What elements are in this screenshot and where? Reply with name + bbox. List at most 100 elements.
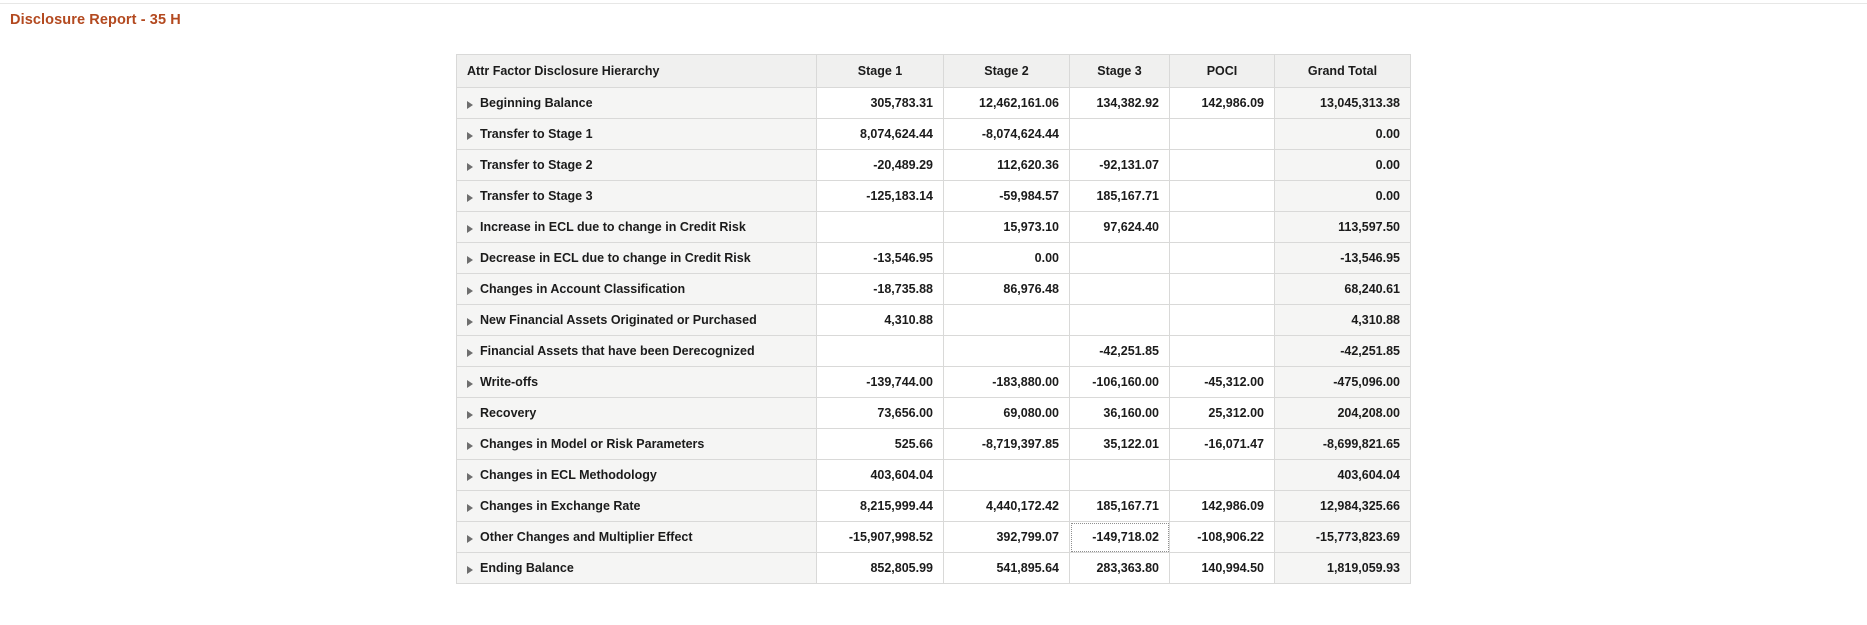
value-cell[interactable]	[1169, 118, 1275, 150]
value-cell[interactable]: 204,208.00	[1274, 397, 1411, 429]
value-cell[interactable]: 15,973.10	[943, 211, 1070, 243]
value-cell[interactable]: 185,167.71	[1069, 180, 1170, 212]
value-cell[interactable]	[943, 304, 1070, 336]
value-cell[interactable]	[1169, 335, 1275, 367]
value-cell[interactable]: -13,546.95	[816, 242, 944, 274]
expand-triangle-right-icon[interactable]	[467, 410, 473, 419]
row-label-cell: Other Changes and Multiplier Effect	[456, 521, 817, 553]
value-cell[interactable]: 112,620.36	[943, 149, 1070, 181]
value-cell[interactable]: -42,251.85	[1274, 335, 1411, 367]
value-cell[interactable]: 86,976.48	[943, 273, 1070, 305]
value-cell[interactable]: 4,310.88	[1274, 304, 1411, 336]
value-cell[interactable]: 134,382.92	[1069, 87, 1170, 119]
value-cell[interactable]	[1069, 242, 1170, 274]
value-cell[interactable]: 392,799.07	[943, 521, 1070, 553]
value-cell[interactable]: 1,819,059.93	[1274, 552, 1411, 584]
value-cell[interactable]: -108,906.22	[1169, 521, 1275, 553]
value-cell[interactable]: 36,160.00	[1069, 397, 1170, 429]
value-cell[interactable]: 541,895.64	[943, 552, 1070, 584]
value-cell[interactable]: 113,597.50	[1274, 211, 1411, 243]
value-cell[interactable]	[816, 211, 944, 243]
value-cell[interactable]: 142,986.09	[1169, 490, 1275, 522]
expand-triangle-right-icon[interactable]	[467, 224, 473, 233]
value-cell[interactable]: -15,907,998.52	[816, 521, 944, 553]
value-cell[interactable]: -20,489.29	[816, 149, 944, 181]
expand-triangle-right-icon[interactable]	[467, 441, 473, 450]
value-cell[interactable]: 0.00	[1274, 180, 1411, 212]
value-cell[interactable]: -18,735.88	[816, 273, 944, 305]
row-label: Increase in ECL due to change in Credit …	[480, 219, 746, 234]
value-cell[interactable]	[1169, 459, 1275, 491]
value-cell[interactable]: 305,783.31	[816, 87, 944, 119]
value-cell[interactable]: -125,183.14	[816, 180, 944, 212]
value-cell[interactable]: -106,160.00	[1069, 366, 1170, 398]
expand-triangle-right-icon[interactable]	[467, 255, 473, 264]
value-cell[interactable]: 525.66	[816, 428, 944, 460]
value-cell[interactable]: -8,074,624.44	[943, 118, 1070, 150]
value-cell[interactable]: 140,994.50	[1169, 552, 1275, 584]
expand-triangle-right-icon[interactable]	[467, 503, 473, 512]
value-cell[interactable]: -475,096.00	[1274, 366, 1411, 398]
value-cell[interactable]: 0.00	[943, 242, 1070, 274]
value-cell[interactable]: 73,656.00	[816, 397, 944, 429]
value-cell[interactable]	[943, 335, 1070, 367]
expand-triangle-right-icon[interactable]	[467, 565, 473, 574]
row-label-cell: Financial Assets that have been Derecogn…	[456, 335, 817, 367]
value-cell[interactable]: -16,071.47	[1169, 428, 1275, 460]
value-cell[interactable]: 35,122.01	[1069, 428, 1170, 460]
expand-triangle-right-icon[interactable]	[467, 534, 473, 543]
value-cell[interactable]	[1169, 273, 1275, 305]
expand-triangle-right-icon[interactable]	[467, 348, 473, 357]
expand-triangle-right-icon[interactable]	[467, 131, 473, 140]
value-cell[interactable]: 68,240.61	[1274, 273, 1411, 305]
value-cell[interactable]: 403,604.04	[816, 459, 944, 491]
value-cell[interactable]: 69,080.00	[943, 397, 1070, 429]
value-cell[interactable]: 283,363.80	[1069, 552, 1170, 584]
value-cell[interactable]	[1169, 304, 1275, 336]
table-row: Ending Balance 852,805.99 541,895.64 283,36…	[456, 552, 1411, 584]
value-cell[interactable]: -15,773,823.69	[1274, 521, 1411, 553]
value-cell[interactable]	[943, 459, 1070, 491]
value-cell[interactable]: 97,624.40	[1069, 211, 1170, 243]
value-cell[interactable]	[1169, 180, 1275, 212]
value-cell[interactable]: 852,805.99	[816, 552, 944, 584]
expand-triangle-right-icon[interactable]	[467, 286, 473, 295]
expand-triangle-right-icon[interactable]	[467, 193, 473, 202]
value-cell[interactable]: -45,312.00	[1169, 366, 1275, 398]
value-cell[interactable]: -8,719,397.85	[943, 428, 1070, 460]
value-cell[interactable]: 0.00	[1274, 149, 1411, 181]
value-cell[interactable]: -183,880.00	[943, 366, 1070, 398]
value-cell[interactable]: 12,462,161.06	[943, 87, 1070, 119]
value-cell[interactable]: 142,986.09	[1169, 87, 1275, 119]
expand-triangle-right-icon[interactable]	[467, 162, 473, 171]
value-cell[interactable]: -149,718.02	[1069, 521, 1170, 553]
value-cell[interactable]: 8,215,999.44	[816, 490, 944, 522]
value-cell[interactable]: -92,131.07	[1069, 149, 1170, 181]
value-cell[interactable]: 8,074,624.44	[816, 118, 944, 150]
value-cell[interactable]: 25,312.00	[1169, 397, 1275, 429]
value-cell[interactable]: 4,440,172.42	[943, 490, 1070, 522]
value-cell[interactable]	[1169, 242, 1275, 274]
value-cell[interactable]: 403,604.04	[1274, 459, 1411, 491]
value-cell[interactable]: 185,167.71	[1069, 490, 1170, 522]
value-cell[interactable]	[816, 335, 944, 367]
value-cell[interactable]	[1169, 211, 1275, 243]
expand-triangle-right-icon[interactable]	[467, 317, 473, 326]
value-cell[interactable]	[1069, 304, 1170, 336]
value-cell[interactable]: 13,045,313.38	[1274, 87, 1411, 119]
value-cell[interactable]: 12,984,325.66	[1274, 490, 1411, 522]
value-cell[interactable]	[1069, 118, 1170, 150]
value-cell[interactable]	[1069, 459, 1170, 491]
value-cell[interactable]: 0.00	[1274, 118, 1411, 150]
value-cell[interactable]: 4,310.88	[816, 304, 944, 336]
value-cell[interactable]: -8,699,821.65	[1274, 428, 1411, 460]
value-cell[interactable]: -139,744.00	[816, 366, 944, 398]
value-cell[interactable]: -59,984.57	[943, 180, 1070, 212]
value-cell[interactable]	[1169, 149, 1275, 181]
expand-triangle-right-icon[interactable]	[467, 379, 473, 388]
expand-triangle-right-icon[interactable]	[467, 100, 473, 109]
value-cell[interactable]: -42,251.85	[1069, 335, 1170, 367]
value-cell[interactable]	[1069, 273, 1170, 305]
expand-triangle-right-icon[interactable]	[467, 472, 473, 481]
value-cell[interactable]: -13,546.95	[1274, 242, 1411, 274]
